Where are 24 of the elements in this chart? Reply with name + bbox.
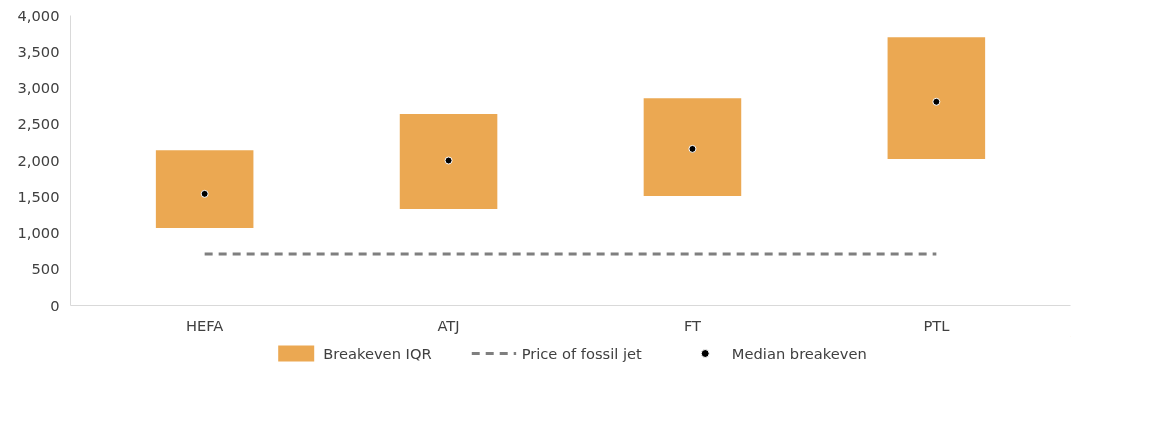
y-tick-label: 3,500	[17, 42, 60, 60]
y-tick-label: 4,000	[17, 6, 60, 24]
point	[200, 189, 209, 198]
bar	[399, 114, 498, 210]
x-tick-label: HEFA	[185, 316, 224, 334]
y-tick-label: 500	[31, 260, 60, 278]
point	[688, 144, 697, 153]
y-tick-label: 0	[50, 296, 60, 314]
legend-label: Breakeven IQR	[323, 344, 432, 362]
y-tick-label: 1,000	[17, 224, 60, 241]
y-tick-label: 2,000	[17, 151, 60, 169]
legend-label: Price of fossil jet	[521, 344, 642, 362]
bar	[643, 98, 742, 197]
x-tick-label: ATJ	[437, 316, 460, 334]
bar	[155, 150, 254, 228]
x-tick-label: PTL	[923, 316, 951, 334]
x-tick-label: FT	[683, 316, 702, 334]
y-tick-label: 1,500	[17, 187, 60, 205]
point	[932, 97, 941, 106]
bar	[887, 37, 986, 160]
point	[444, 156, 453, 165]
legend-label: Median breakeven	[731, 344, 867, 362]
y-tick-label: 2,500	[17, 115, 60, 133]
y-tick-label: 3,000	[17, 79, 60, 96]
